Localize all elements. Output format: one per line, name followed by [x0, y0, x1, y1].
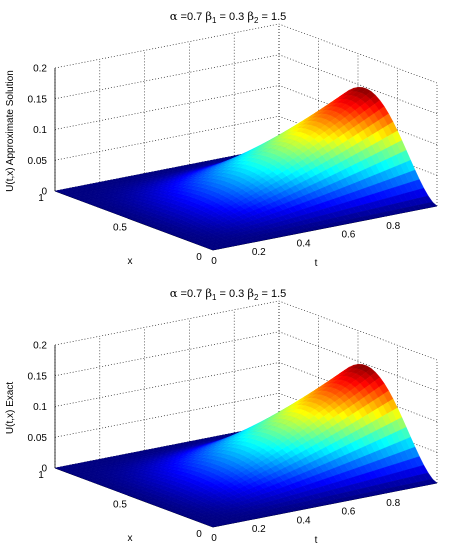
z-tick-label: 0.05: [28, 433, 48, 444]
t-tick-label: 0.6: [341, 230, 355, 241]
x-axis-label: x: [128, 256, 133, 267]
surface-plot-1: 0 0.05 0.1 0.15 0.2 0 0.2 0.4 0.6 0.8 0 0.5 1 t x U(t,x…: [5, 9, 438, 269]
x-tick-label: 0: [196, 252, 202, 263]
t-tick-label: 0.8: [386, 498, 400, 509]
grid-line: [54, 331, 438, 392]
t-tick-label: 0.2: [252, 247, 266, 258]
z-tick-label: 0.1: [33, 125, 47, 136]
z-tick-label: 0.15: [28, 371, 48, 382]
surface-mesh: [54, 364, 438, 528]
plot-title: α =0.7 β1 = 0.3 β2 = 1.5: [170, 286, 287, 302]
grid-line: [54, 85, 438, 145]
x-tick-label: 1: [38, 470, 44, 481]
z-tick-label: 0.2: [33, 341, 47, 352]
tick-labels: 0 0.05 0.1 0.15 0.2 0 0.2 0.4 0.6 0.8 0 0.5 1: [28, 64, 401, 268]
title-beta1-value: = 0.3: [216, 288, 247, 300]
t-axis-label: t: [315, 258, 318, 269]
x-tick-label: 0.5: [113, 223, 127, 234]
surface-mesh: [54, 87, 438, 251]
grid-line: [54, 362, 438, 422]
title-beta1: β: [205, 286, 212, 300]
surface-patch: [427, 478, 438, 485]
surface-patch: [427, 201, 438, 208]
title-beta2: β: [247, 9, 254, 23]
title-alpha-value: =0.7: [178, 288, 206, 300]
title-beta1: β: [205, 9, 212, 23]
x-tick-label: 1: [38, 193, 44, 204]
z-tick-label: 0: [41, 187, 47, 198]
t-tick-label: 0.2: [252, 524, 266, 535]
title-beta2: β: [247, 286, 254, 300]
z-axis-label: U(t,x) Approximate Solution: [5, 70, 16, 192]
z-axis-label: U(t,x) Exact: [5, 382, 16, 434]
t-tick-label: 0.4: [297, 515, 311, 526]
z-tick-label: 0.1: [33, 402, 47, 413]
title-beta1-sub: 1: [212, 16, 217, 25]
title-beta2-sub: 2: [254, 293, 259, 302]
title-beta2-sub: 2: [254, 16, 259, 25]
grid-line: [54, 54, 438, 115]
tick-labels: 0 0.05 0.1 0.15 0.2 0 0.2 0.4 0.6 0.8 0 0.5 1: [28, 341, 401, 545]
title-beta1-sub: 1: [212, 293, 217, 302]
z-tick-label: 0.05: [28, 156, 48, 167]
grid-line: [54, 23, 438, 84]
z-tick-label: 0.15: [28, 94, 48, 105]
grid-line: [54, 300, 438, 361]
z-tick-label: 0: [41, 464, 47, 475]
title-alpha: α: [170, 286, 178, 300]
t-tick-label: 0: [211, 533, 217, 544]
x-tick-label: 0.5: [113, 500, 127, 511]
title-alpha-value: =0.7: [178, 11, 206, 23]
t-axis-label: t: [315, 535, 318, 546]
x-tick-label: 0: [196, 529, 202, 540]
t-tick-label: 0.8: [386, 221, 400, 232]
title-alpha: α: [170, 9, 178, 23]
plot-title: α =0.7 β1 = 0.3 β2 = 1.5: [170, 9, 287, 25]
t-tick-label: 0.4: [297, 238, 311, 249]
t-tick-label: 0.6: [341, 507, 355, 518]
title-beta1-value: = 0.3: [216, 11, 247, 23]
title-beta2-value: = 1.5: [258, 288, 286, 300]
x-axis-label: x: [128, 533, 133, 544]
t-tick-label: 0: [211, 256, 217, 267]
z-tick-label: 0.2: [33, 64, 47, 75]
surface-plot-2: 0 0.05 0.1 0.15 0.2 0 0.2 0.4 0.6 0.8 0 0.5 1 t x U(t,x…: [5, 286, 438, 546]
title-beta2-value: = 1.5: [258, 11, 286, 23]
